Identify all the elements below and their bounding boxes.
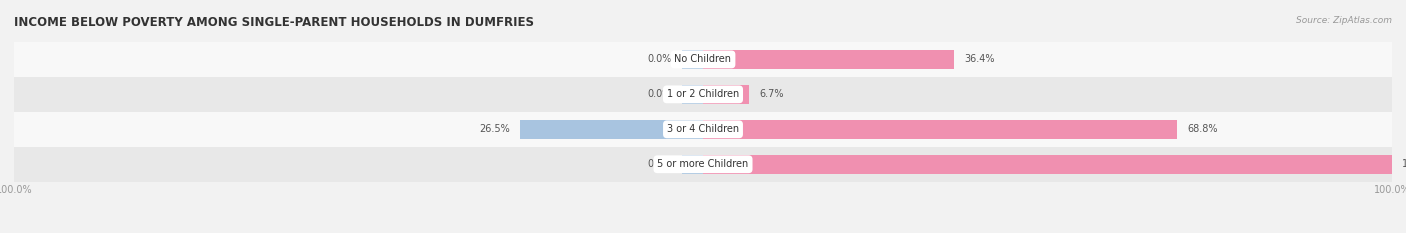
Bar — [682, 50, 703, 69]
Text: 0.0%: 0.0% — [648, 159, 672, 169]
Bar — [703, 155, 1392, 174]
Bar — [703, 120, 1177, 139]
Text: 1 or 2 Children: 1 or 2 Children — [666, 89, 740, 99]
Bar — [682, 85, 703, 104]
Bar — [520, 120, 703, 139]
Text: 100.0%: 100.0% — [1402, 159, 1406, 169]
Text: 0.0%: 0.0% — [648, 89, 672, 99]
Bar — [14, 77, 1392, 112]
Text: 0.0%: 0.0% — [648, 55, 672, 64]
Bar — [14, 42, 1392, 77]
Text: 6.7%: 6.7% — [759, 89, 785, 99]
Text: 26.5%: 26.5% — [479, 124, 510, 134]
Bar — [14, 112, 1392, 147]
Text: 5 or more Children: 5 or more Children — [658, 159, 748, 169]
Text: 3 or 4 Children: 3 or 4 Children — [666, 124, 740, 134]
Bar — [703, 85, 749, 104]
Text: Source: ZipAtlas.com: Source: ZipAtlas.com — [1296, 16, 1392, 25]
Bar — [682, 155, 703, 174]
Bar — [14, 147, 1392, 182]
Bar — [703, 50, 953, 69]
Text: 36.4%: 36.4% — [965, 55, 994, 64]
Text: 68.8%: 68.8% — [1187, 124, 1218, 134]
Text: INCOME BELOW POVERTY AMONG SINGLE-PARENT HOUSEHOLDS IN DUMFRIES: INCOME BELOW POVERTY AMONG SINGLE-PARENT… — [14, 16, 534, 29]
Text: No Children: No Children — [675, 55, 731, 64]
